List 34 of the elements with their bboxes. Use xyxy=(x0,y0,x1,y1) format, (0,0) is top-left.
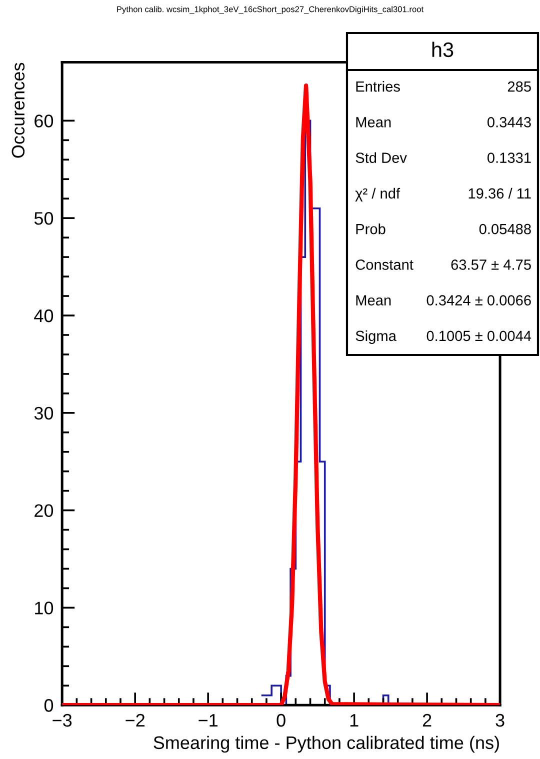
annotation: Entries xyxy=(356,81,400,92)
annotation: 0.1005 ± 0.0044 xyxy=(426,330,532,342)
annotation: Mean xyxy=(356,295,391,306)
y-tick-label: 10 xyxy=(35,602,54,614)
text: h3 xyxy=(432,42,454,58)
annotation: 63.57 ± 4.75 xyxy=(451,260,531,270)
annotation: 0.3424 ± 0.0066 xyxy=(426,295,531,306)
y-tick-label: 50 xyxy=(34,212,54,225)
annotation: Sigma xyxy=(356,330,396,344)
x-tick-label: 0 xyxy=(276,714,286,727)
x-tick-label: −3 xyxy=(52,714,72,727)
y-tick-label: 60 xyxy=(34,114,54,128)
y-tick-label: 20 xyxy=(34,504,54,518)
x-tick-label: 2 xyxy=(422,714,432,727)
annotation: 0.3443 xyxy=(487,117,531,128)
x-axis-title: Smearing time - Python calibrated time (ns) xyxy=(154,736,499,753)
annotation: Prob xyxy=(356,224,386,234)
x-tick-label: 3 xyxy=(496,714,504,727)
x-tick-label: −1 xyxy=(198,714,218,727)
chart-title: Python calib. wcsim_1kphot_3eV_16cShort_pos27_CherenkovDigiHits_cal301.root xyxy=(117,6,424,14)
y-tick-label: 30 xyxy=(34,406,54,420)
text: 285 xyxy=(508,81,531,92)
y-tick-label: 0 xyxy=(44,699,54,712)
y-axis-title: Occurences xyxy=(12,62,25,158)
annotation: Mean xyxy=(356,117,391,128)
x-tick-label: −2 xyxy=(126,714,144,727)
annotation: 19.36 / 11 xyxy=(468,188,531,199)
annotation: Std Dev xyxy=(356,152,407,163)
x-tick-label: 1 xyxy=(350,714,358,727)
annotation: 0.1331 xyxy=(487,152,531,163)
annotation: 0.05488 xyxy=(479,224,531,234)
y-tick-label: 40 xyxy=(34,309,54,322)
annotation: Constant xyxy=(356,260,414,270)
annotation: χ² / ndf xyxy=(355,188,400,202)
